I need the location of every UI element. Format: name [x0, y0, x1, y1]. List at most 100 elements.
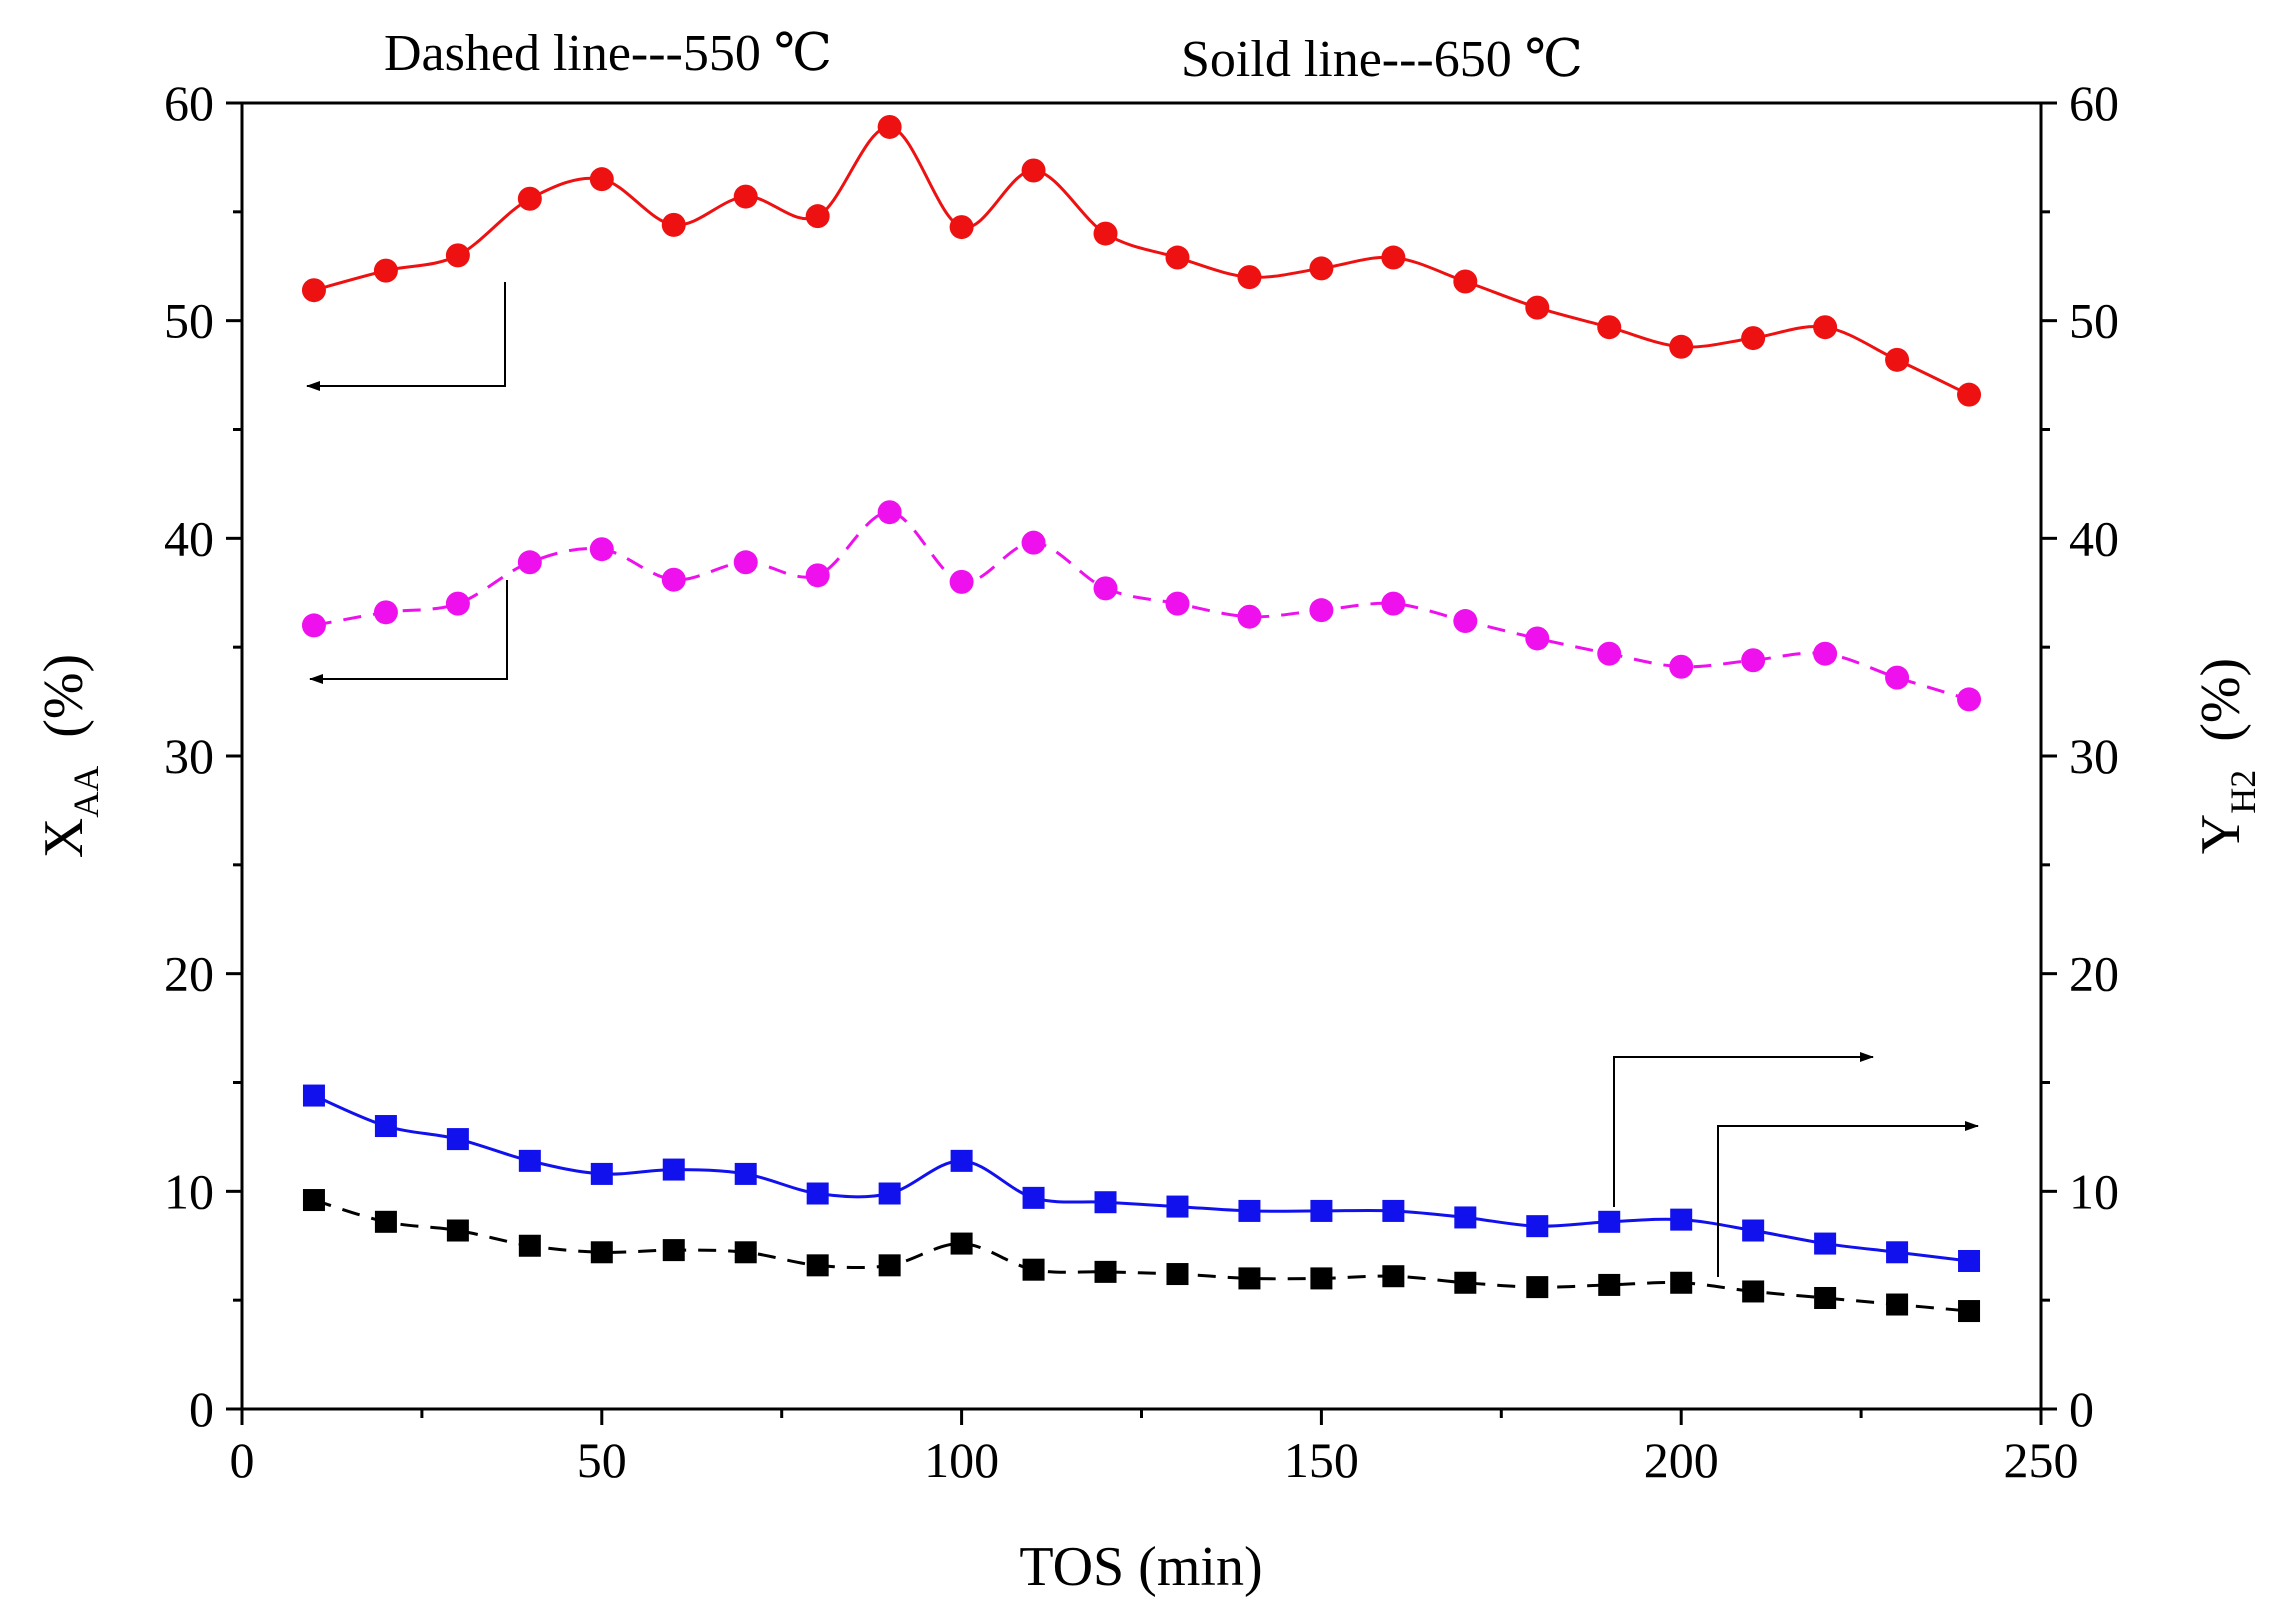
y-axis-title-sub: AA: [66, 766, 106, 818]
data-point: [1741, 648, 1766, 673]
data-point: [1525, 295, 1550, 320]
data-point: [1093, 576, 1118, 601]
left-axis-arrows: [306, 282, 508, 684]
y-tick-label: 30: [164, 728, 214, 784]
arrow-solid-to-left-axis: [306, 282, 506, 391]
data-point: [1381, 591, 1406, 616]
data-point: [302, 1189, 325, 1212]
x-tick-label: 250: [2004, 1432, 2079, 1488]
data-point: [734, 1241, 757, 1264]
y-axis-title-main: X: [33, 818, 95, 858]
data-point: [1814, 1286, 1837, 1309]
arrow-dashed-to-left-axis: [309, 580, 508, 684]
data-point: [1310, 1199, 1333, 1222]
series-layer: [301, 114, 1982, 1323]
y-axis-title: XAA (%): [33, 654, 106, 858]
data-point: [949, 569, 974, 594]
data-point: [1453, 609, 1478, 634]
y-tick-label: 10: [164, 1163, 214, 1219]
data-point: [1237, 265, 1262, 290]
data-point: [1237, 604, 1262, 629]
axis-ticks: [226, 101, 2057, 1425]
data-point: [1022, 1258, 1045, 1281]
data-point: [1022, 1186, 1045, 1209]
data-point: [590, 1162, 613, 1185]
data-point: [1669, 334, 1694, 359]
y-axis-title-spacer: [33, 738, 95, 752]
data-point: [1597, 315, 1622, 340]
data-point: [589, 167, 614, 192]
data-point: [1958, 1249, 1981, 1272]
data-point: [1813, 315, 1838, 340]
x-tick-label: 50: [577, 1432, 627, 1488]
data-point: [1669, 654, 1694, 679]
data-point: [1453, 269, 1478, 294]
y2-tick-label: 0: [2069, 1381, 2094, 1437]
y2-axis-title-spacer: [2190, 742, 2252, 756]
series-1: [301, 114, 1982, 407]
x-tick-label: 200: [1644, 1432, 1719, 1488]
data-point: [877, 114, 902, 139]
series-line: [313, 510, 1970, 701]
data-point: [1166, 1195, 1189, 1218]
right-axis-arrows: [1613, 1052, 1979, 1277]
data-point: [445, 243, 470, 268]
x-tick-label: 0: [230, 1432, 255, 1488]
data-point: [806, 1254, 829, 1277]
series-2: [301, 500, 1982, 712]
data-point: [1670, 1271, 1693, 1294]
data-point: [374, 1210, 397, 1233]
arrow-solid-to-right-axis: [1613, 1052, 1874, 1207]
annotation-solid: Soild line---650 ℃: [1181, 31, 1583, 88]
data-point: [950, 1149, 973, 1172]
data-point: [1597, 641, 1622, 666]
data-point: [662, 1158, 685, 1181]
data-point: [446, 1128, 469, 1151]
data-point: [661, 212, 686, 237]
y2-axis-title-sub: H2: [2223, 770, 2263, 814]
y-tick-label: 40: [164, 510, 214, 566]
data-point: [1957, 687, 1982, 712]
x-tick-label: 100: [924, 1432, 999, 1488]
data-point: [373, 258, 398, 283]
data-point: [1741, 326, 1766, 351]
series-3: [302, 1084, 1981, 1272]
data-point: [302, 1084, 325, 1107]
data-point: [877, 500, 902, 525]
data-point: [374, 1115, 397, 1138]
data-point: [1165, 591, 1190, 616]
data-point: [950, 1232, 973, 1255]
data-point: [1093, 221, 1118, 246]
y-tick-label: 20: [164, 946, 214, 1002]
x-axis-title: TOS (min): [1019, 1536, 1262, 1598]
data-point: [734, 1162, 757, 1185]
data-point: [949, 215, 974, 240]
data-point: [1526, 1276, 1549, 1299]
y2-axis-title-unit: (%): [2190, 658, 2252, 742]
y2-tick-label: 30: [2069, 728, 2119, 784]
data-point: [805, 563, 830, 588]
data-point: [1381, 245, 1406, 270]
data-point: [373, 600, 398, 625]
data-point: [518, 1149, 541, 1172]
annotation-dashed: Dashed line---550 ℃: [384, 25, 832, 82]
data-point: [1957, 382, 1982, 407]
series-line: [313, 1094, 1970, 1263]
data-point: [301, 613, 326, 638]
y2-tick-label: 40: [2069, 510, 2119, 566]
y-tick-label: 60: [164, 75, 214, 131]
data-point: [1814, 1232, 1837, 1255]
data-point: [1382, 1199, 1405, 1222]
data-point: [1958, 1300, 1981, 1323]
data-point: [662, 1239, 685, 1262]
data-point: [1886, 1293, 1909, 1316]
data-point: [517, 550, 542, 575]
data-point: [806, 1182, 829, 1205]
y2-axis-title: YH2 (%): [2190, 658, 2263, 854]
data-point: [590, 1241, 613, 1264]
data-point: [805, 204, 830, 229]
axis-tick-labels: 0 50 100 150 200 2500102030405060010203040506…: [164, 75, 2119, 1488]
data-point: [1021, 158, 1046, 183]
data-point: [1525, 626, 1550, 651]
data-point: [1742, 1219, 1765, 1242]
